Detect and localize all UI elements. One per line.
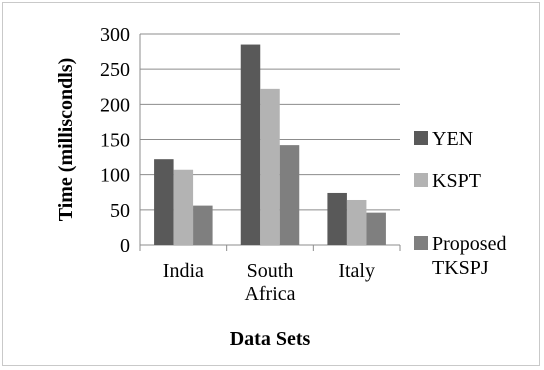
y-tick-label-200: 200 [100,94,130,116]
y-tick-label-250: 250 [100,59,130,81]
x-category-label-0-0: India [163,260,204,282]
bar-yen-1 [240,44,261,245]
bar-proposed-tkspj-1 [279,145,300,245]
bar-proposed-tkspj-0 [193,205,213,245]
legend-swatch-0 [414,131,428,145]
legend-label-1-0: KSPT [432,170,481,192]
legend-swatch-1 [414,173,428,187]
chart-frame [2,2,540,366]
legend-label-2-1: TKSPJ [432,257,489,279]
y-tick-label-300: 300 [100,24,130,46]
y-tick-label-150: 150 [100,130,130,152]
legend-swatch-2 [414,236,428,250]
bar-kspt-1 [260,88,280,245]
bar-yen-2 [327,192,347,245]
x-category-label-1-1: Africa [244,283,295,305]
bar-proposed-tkspj-2 [366,212,386,245]
y-tick-label-0: 0 [120,235,130,257]
bar-kspt-2 [346,199,367,245]
x-axis-title: Data Sets [230,328,311,350]
y-tick-label-50: 50 [110,200,130,222]
x-category-label-1-0: South [247,260,294,282]
bar-kspt-0 [173,169,194,245]
y-axis-title: Time (milliscondls) [55,58,77,222]
bar-yen-0 [154,159,174,245]
legend-label-0-0: YEN [432,128,473,150]
x-category-label-2-0: Italy [338,260,375,282]
legend-label-2-0: Proposed [432,233,506,255]
y-tick-label-100: 100 [100,165,130,187]
